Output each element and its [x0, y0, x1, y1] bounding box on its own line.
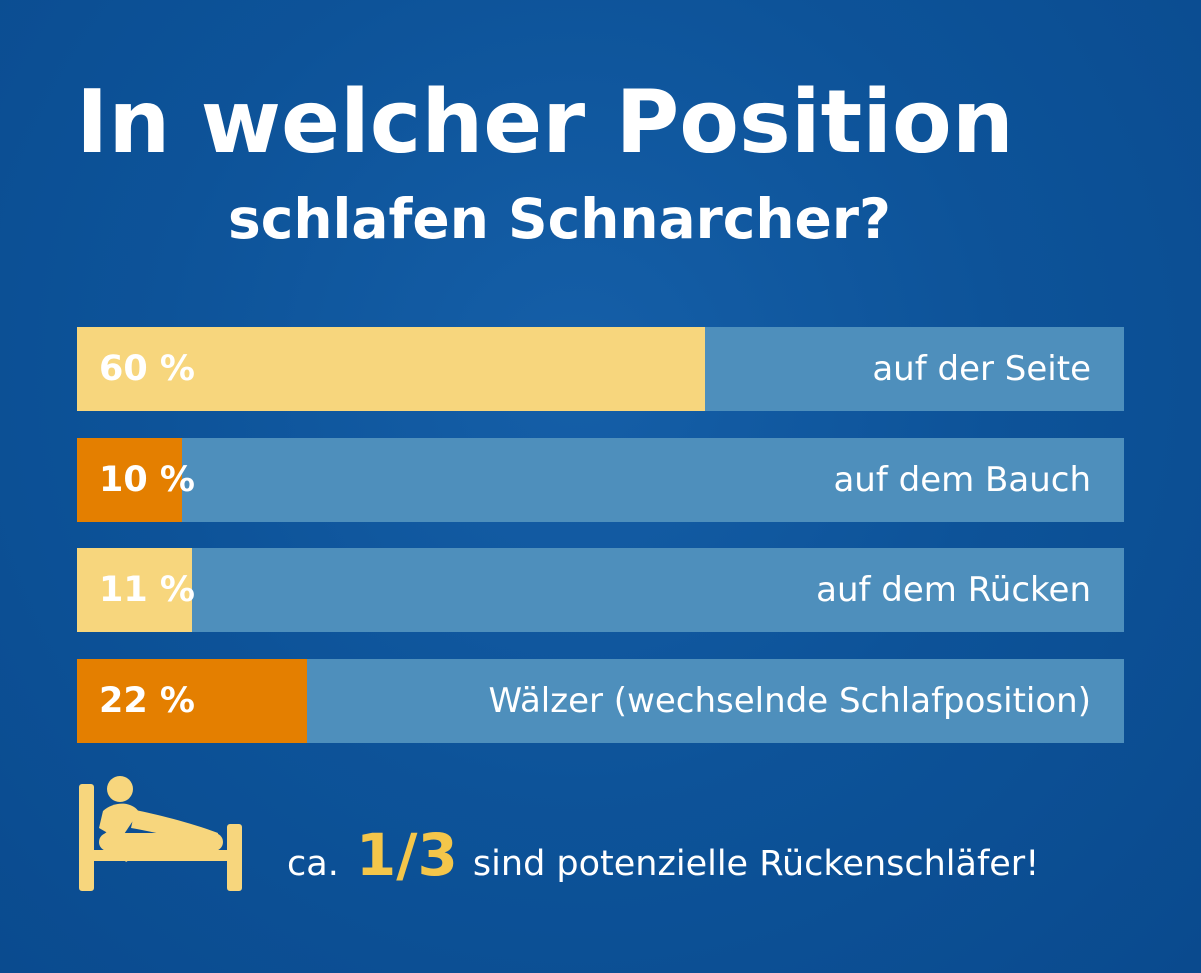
bar-category-label: auf dem Bauch [833, 460, 1091, 500]
bar-fill [77, 327, 705, 411]
bar-row: 22 % Wälzer (wechselnde Schlafposition) [77, 659, 1124, 743]
bar-row: 11 % auf dem Rücken [77, 548, 1124, 632]
bar-row: 60 % auf der Seite [77, 327, 1124, 411]
bar-category-label: Wälzer (wechselnde Schlafposition) [488, 681, 1091, 721]
bar-value-label: 22 % [99, 681, 195, 721]
footer-note: ca. 1/3 sind potenzielle Rückenschläfer! [287, 810, 1167, 900]
bar-value-label: 10 % [99, 460, 195, 500]
bar-value-label: 11 % [99, 570, 195, 610]
bar-fill [77, 659, 307, 743]
bed-person-icon [79, 776, 242, 891]
footer-prefix: ca. [287, 844, 339, 884]
footer-suffix: sind potenzielle Rückenschläfer! [472, 844, 1040, 884]
bar-row: 10 % auf dem Bauch [77, 438, 1124, 522]
bar-category-label: auf der Seite [872, 349, 1091, 389]
bar-value-label: 60 % [99, 349, 195, 389]
bar-category-label: auf dem Rücken [816, 570, 1091, 610]
title-line-1: In welcher Position [76, 71, 1014, 173]
bar-fill [77, 438, 182, 522]
footer-fraction: 1/3 [355, 821, 458, 889]
bar-fill [77, 548, 192, 632]
title-line-2: schlafen Schnarcher? [228, 187, 891, 251]
